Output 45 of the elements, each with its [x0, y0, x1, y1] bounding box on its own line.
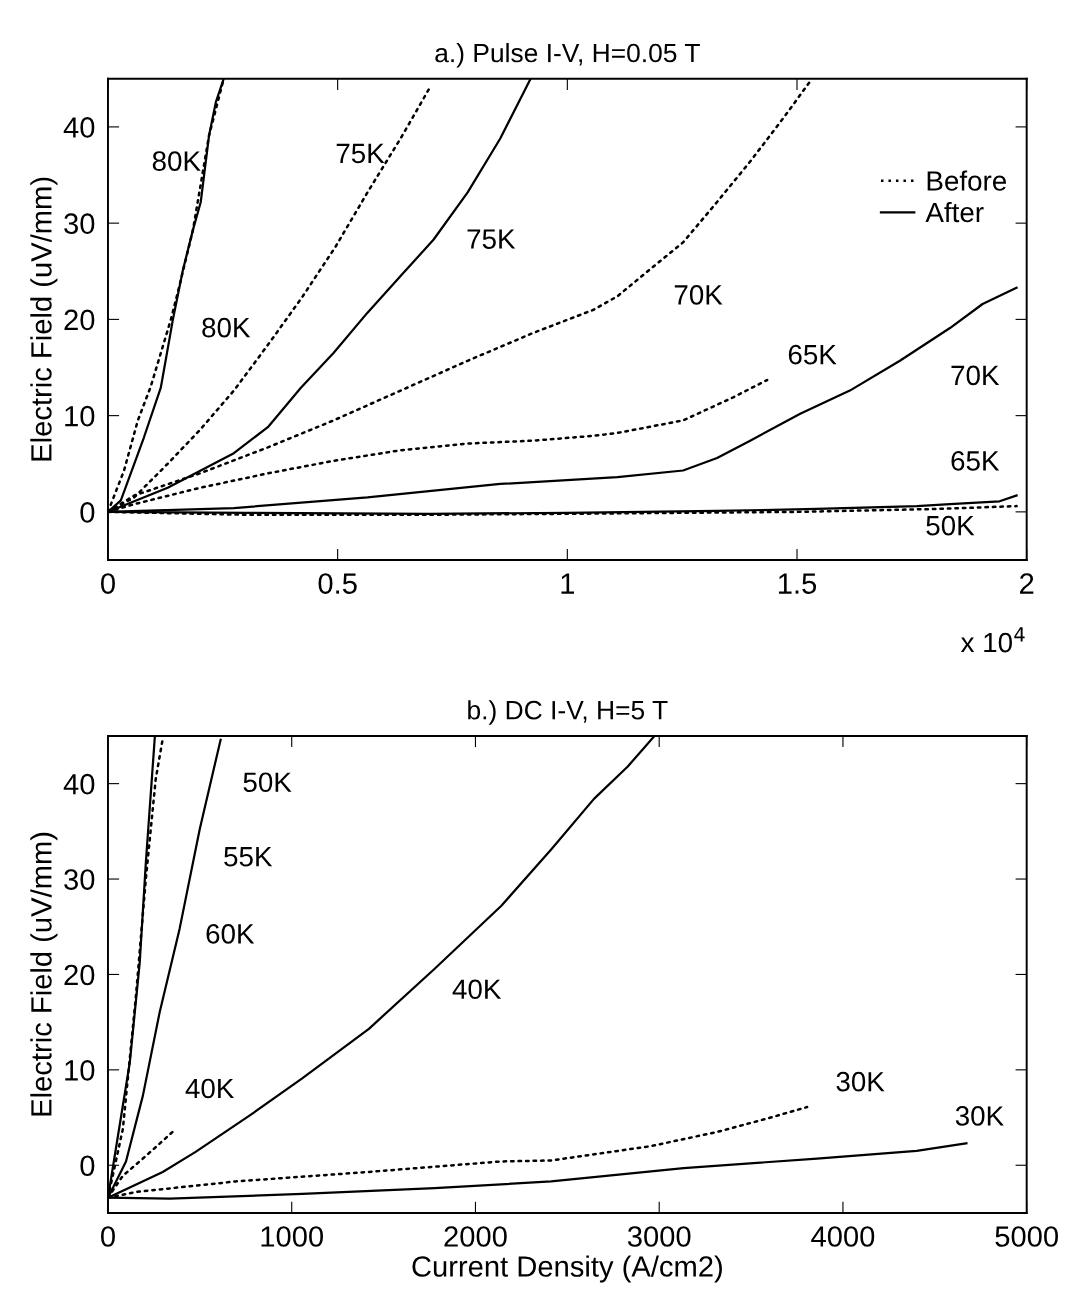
annotation: 70K: [674, 285, 723, 305]
x-tick-label: 2: [1020, 573, 1034, 594]
x-tick-label: 5000: [995, 1226, 1058, 1247]
x-tick-label: 1000: [261, 1226, 324, 1247]
x-tick-label: 1.5: [778, 573, 817, 594]
y-tick-label: 30: [64, 213, 95, 234]
y-tick-label: 30: [64, 869, 95, 890]
y-tick-label: 10: [65, 405, 95, 427]
y-tick-label: 40: [63, 773, 95, 795]
annotation: 65K: [951, 451, 1000, 471]
annotation: 40K: [452, 979, 502, 1000]
x-tick-label: 0: [101, 573, 115, 594]
legend-label: Before: [927, 170, 1007, 191]
y-tick-label: 40: [63, 117, 95, 138]
y-tick-label: 0: [80, 1155, 95, 1177]
annotation: 70K: [951, 365, 1000, 386]
annotation: 65K: [788, 344, 837, 365]
annotation: 40K: [185, 1078, 235, 1099]
x-tick-label: 3000: [627, 1226, 691, 1247]
x-tick-label: 2000: [444, 1226, 507, 1247]
annotation: 30K: [836, 1071, 885, 1092]
annotation: 50K: [926, 515, 975, 536]
y-tick-label: 10: [65, 1060, 95, 1081]
x-tick-label: 4000: [811, 1226, 875, 1247]
x-tick-label: 0: [101, 1226, 115, 1247]
annotation: 60K: [206, 924, 255, 944]
y-axis-title: Electric Field (uV/mm): [30, 177, 58, 461]
annotation: 80K: [152, 151, 201, 171]
annotation: 75K: [467, 229, 516, 249]
text: x 10$^{4}$: [960, 627, 1025, 653]
legend-label: After: [925, 201, 984, 223]
y-axis-title: Electric Field (uV/mm): [30, 832, 58, 1116]
annotation: 50K: [243, 772, 292, 793]
annotation: 75K: [336, 143, 385, 164]
chart-title: a.) Pulse I-V, H=0.05 T: [435, 42, 700, 68]
x-tick-label: 1: [561, 573, 575, 594]
x-axis-title: Current Density (A/cm2): [412, 1255, 722, 1283]
chart-title: b.) DC I-V, H=5 T: [468, 700, 668, 725]
annotation: 30K: [955, 1106, 1004, 1126]
x-tick-label: 0.5: [318, 573, 357, 594]
y-tick-label: 0: [80, 502, 95, 523]
y-tick-label: 20: [64, 309, 95, 331]
y-tick-label: 20: [64, 964, 95, 986]
annotation: 80K: [202, 317, 251, 338]
annotation: 55K: [224, 847, 273, 867]
